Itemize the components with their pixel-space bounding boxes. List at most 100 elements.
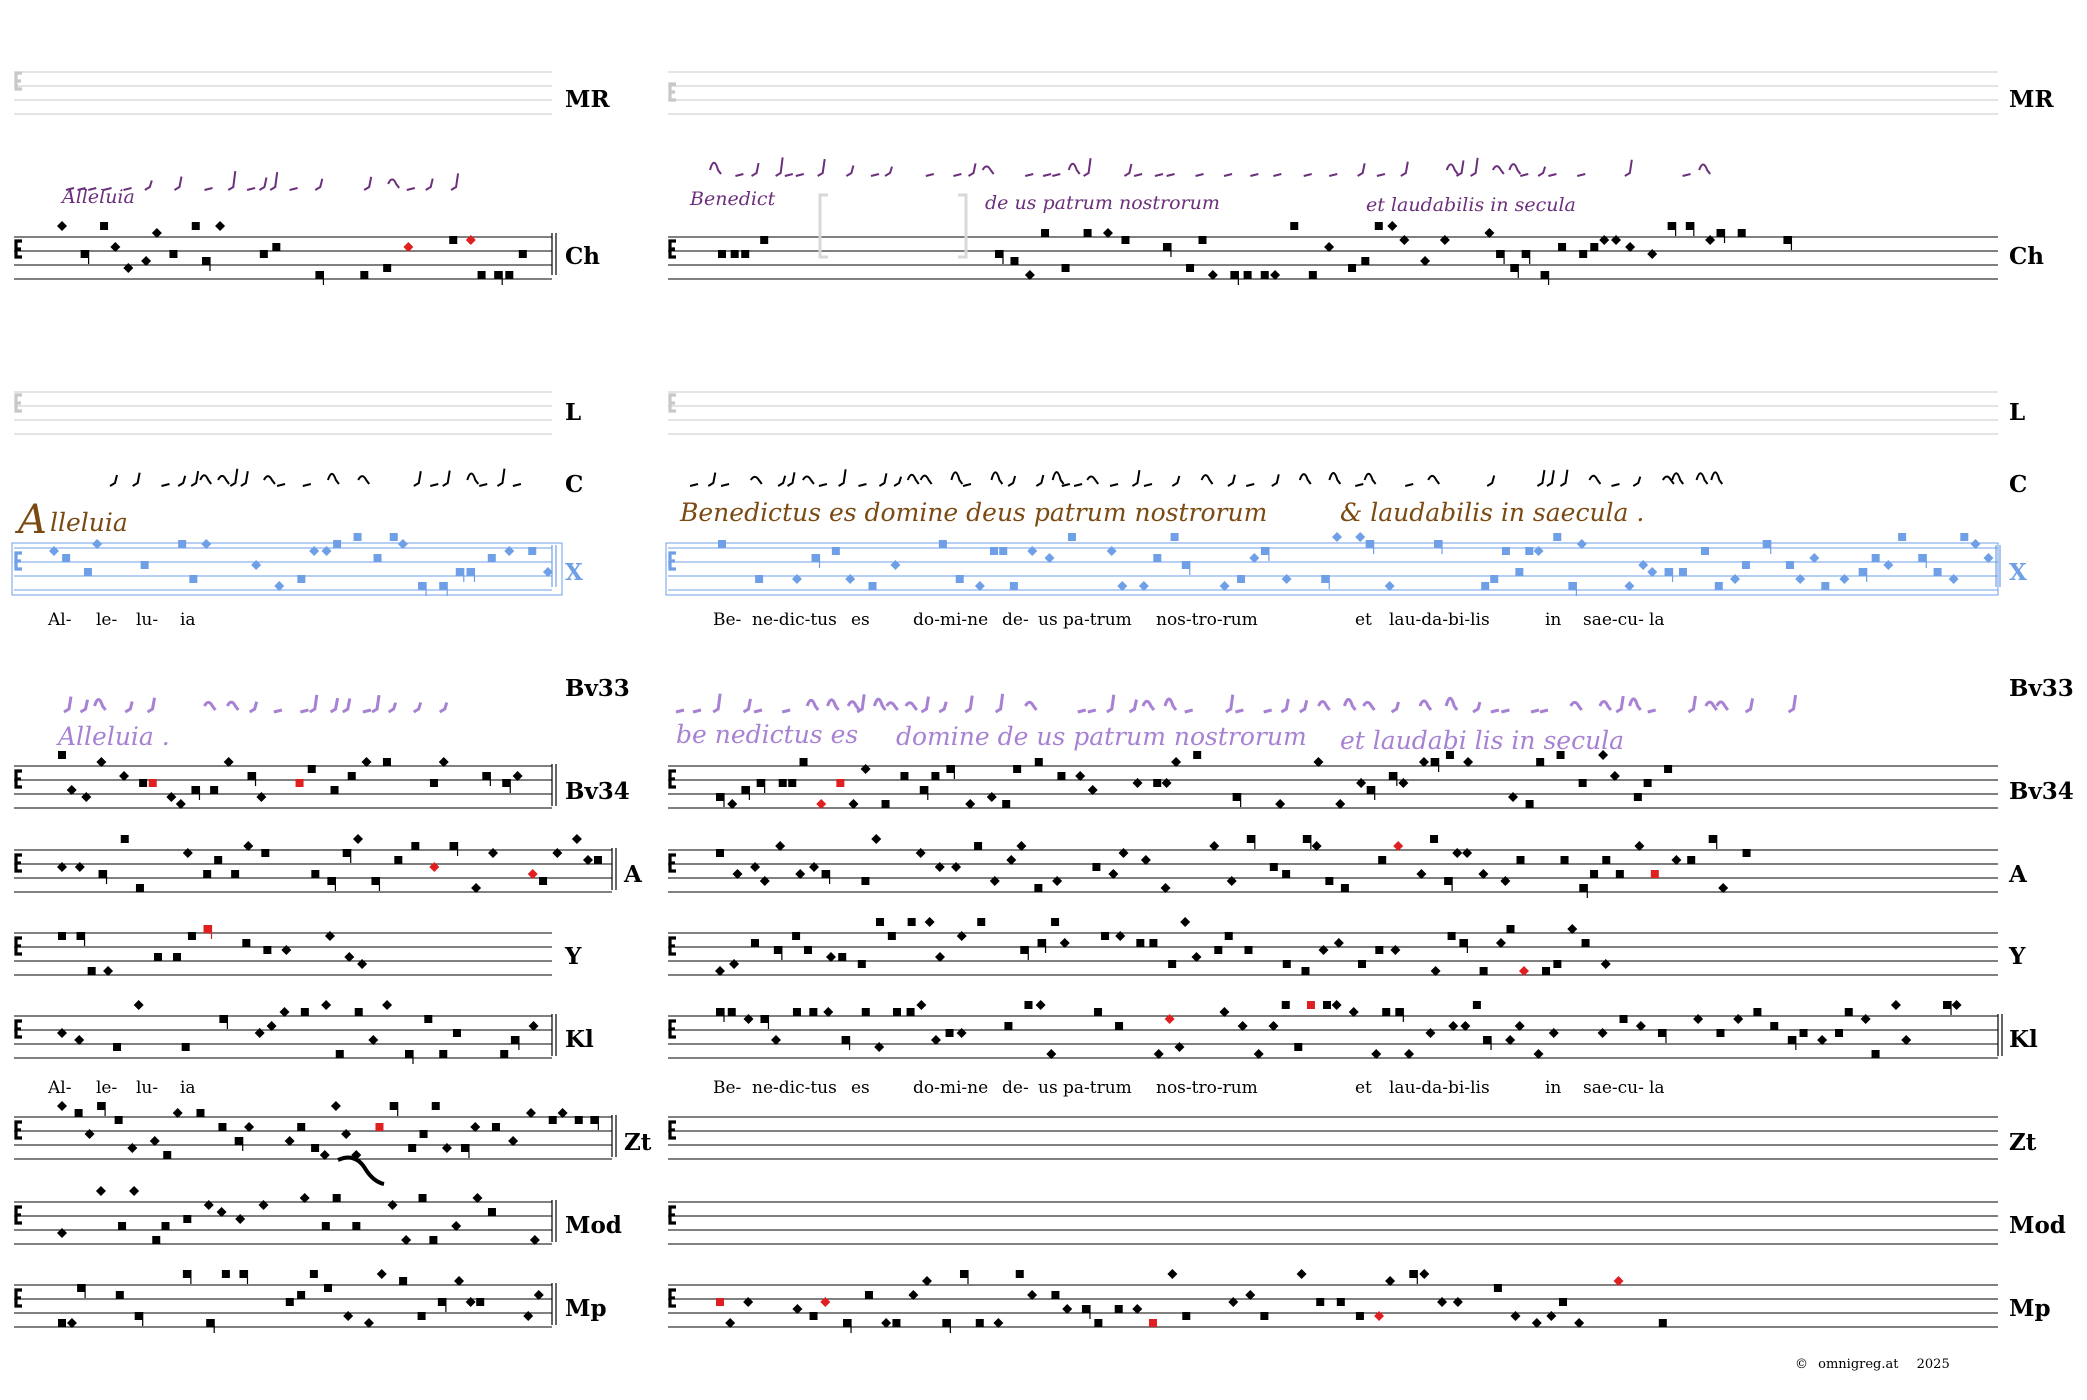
neume	[906, 1008, 915, 1016]
neume	[841, 1036, 850, 1044]
neume	[488, 848, 499, 858]
x-neume	[418, 582, 427, 590]
neume	[821, 870, 830, 878]
neume	[477, 271, 486, 279]
neume	[300, 1008, 309, 1016]
neume	[1548, 1028, 1559, 1038]
bv33-manuscript-text: Alleluia .	[58, 722, 170, 751]
x-neume	[1933, 568, 1942, 576]
neume	[327, 877, 336, 885]
neume	[352, 1222, 361, 1230]
x-neume	[1858, 568, 1867, 576]
neume	[1463, 757, 1474, 767]
neume	[715, 966, 725, 976]
neume	[1020, 946, 1029, 954]
neume	[175, 799, 186, 809]
neume	[1382, 1008, 1391, 1016]
ch-neume	[1195, 173, 1204, 177]
bv33-neume	[1263, 708, 1273, 714]
c-neume	[496, 468, 506, 487]
do-clef-icon	[14, 853, 22, 873]
x-neume	[1153, 554, 1162, 562]
neume	[74, 1109, 83, 1117]
neume	[429, 779, 438, 787]
neume	[284, 1136, 295, 1146]
ch-neume	[77, 187, 86, 191]
c-neume	[1035, 474, 1045, 487]
neume	[557, 1108, 568, 1118]
neume	[1094, 1319, 1103, 1327]
neume	[148, 779, 157, 787]
c-neume	[1200, 474, 1214, 485]
neume	[152, 1236, 161, 1244]
x-neume	[974, 581, 985, 591]
neume	[219, 1015, 228, 1023]
neume	[223, 757, 234, 767]
c-neume	[442, 470, 451, 487]
ch-manuscript-text: Benedict	[690, 188, 776, 210]
siglum-bv34-left: Bv34	[565, 778, 630, 805]
lyric-syllable: in	[1545, 1078, 1562, 1098]
x-neume	[1106, 546, 1117, 556]
neume	[907, 918, 916, 926]
bv33-neume	[1628, 697, 1642, 711]
neume	[1635, 1021, 1646, 1031]
x-neume	[455, 568, 464, 576]
lyric-syllable: ia	[180, 1078, 196, 1098]
neume	[218, 1123, 227, 1131]
siglum-bv33-left: Bv33	[565, 675, 630, 702]
x-neume	[1785, 561, 1794, 569]
neume	[258, 1200, 269, 1210]
neume	[191, 786, 200, 794]
neume	[1599, 235, 1610, 245]
x-neume	[487, 554, 496, 562]
neume	[1024, 270, 1035, 280]
neume	[1207, 270, 1218, 280]
ch-neume	[1520, 173, 1529, 177]
bv33-neume	[742, 698, 752, 714]
neume	[843, 1319, 852, 1327]
x-neume	[1117, 581, 1128, 591]
x-neume	[1568, 582, 1577, 590]
ch-neume	[123, 187, 132, 191]
c-neume	[1695, 472, 1709, 485]
neume	[1168, 960, 1177, 968]
x-neume	[811, 554, 820, 562]
neume	[235, 1214, 246, 1224]
x-neume	[955, 575, 964, 583]
neume	[437, 1298, 446, 1306]
do-clef-icon	[14, 71, 22, 91]
neume	[387, 1200, 398, 1210]
neume	[1388, 772, 1397, 780]
x-neume	[1433, 540, 1442, 548]
neume	[956, 1028, 967, 1038]
neume	[1034, 884, 1043, 892]
neume	[816, 799, 827, 809]
lyric-syllable: Al-	[48, 1078, 72, 1098]
neume	[1444, 877, 1453, 885]
x-neume	[201, 539, 212, 549]
neume	[424, 1015, 433, 1023]
bv33-neume	[805, 698, 820, 711]
neume	[319, 1150, 330, 1160]
bv33-neume	[1225, 694, 1235, 714]
ch-neume	[1052, 173, 1061, 177]
x-neume	[49, 546, 59, 556]
neume	[1687, 856, 1696, 864]
neume	[1051, 918, 1060, 926]
neume	[449, 842, 458, 850]
bv33-neume	[1141, 699, 1156, 711]
neume	[1209, 841, 1220, 851]
siglum-l-right: L	[2009, 399, 2026, 426]
neume	[1171, 757, 1182, 767]
neume	[590, 1116, 599, 1124]
bv33-neume	[1598, 700, 1613, 711]
neume	[279, 1007, 290, 1017]
neume	[360, 271, 369, 279]
neume	[1510, 264, 1519, 272]
bv33-neume	[329, 697, 340, 714]
neume	[58, 932, 66, 940]
neume	[311, 870, 320, 878]
bv33-neume	[146, 697, 157, 714]
